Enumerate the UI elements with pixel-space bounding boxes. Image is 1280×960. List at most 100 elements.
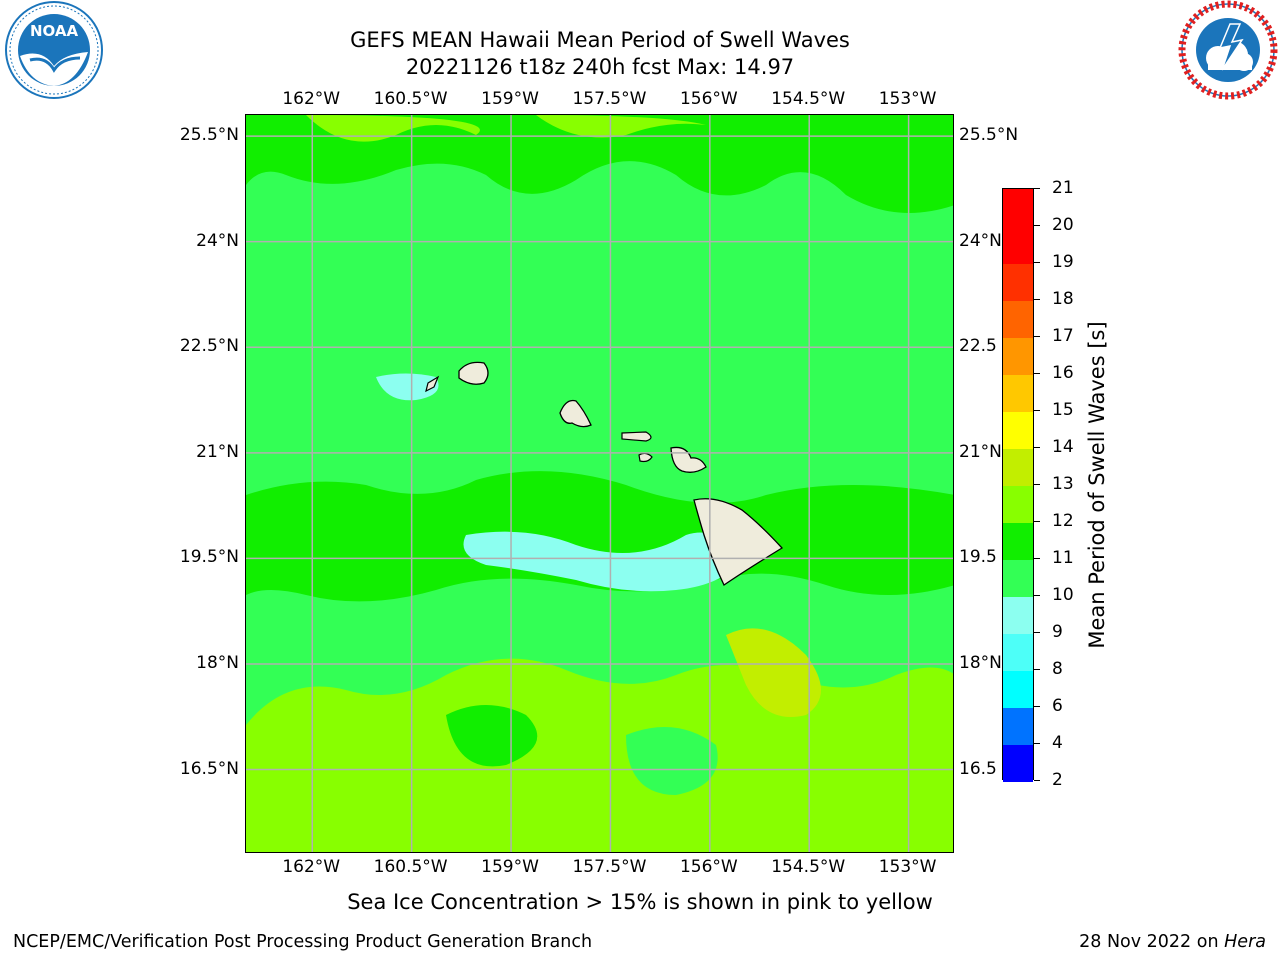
colorbar-tick-mark-13 [1034, 299, 1040, 300]
island-maui [670, 446, 707, 473]
footer-credit: NCEP/EMC/Verification Post Processing Pr… [13, 932, 593, 952]
colorbar-segment-4 [1003, 596, 1033, 634]
lon-tick-bottom-6: 153°W [878, 857, 937, 877]
lat-tick-left-2: 22.5°N [179, 336, 239, 357]
colorbar-tick-label-4: 9 [1052, 622, 1063, 642]
colorbar-tick-mark-6 [1034, 558, 1040, 559]
lon-tick-top-6: 153°W [878, 89, 937, 109]
colorbar-tick-mark-15 [1034, 225, 1040, 226]
lat-tick-right-3: 21°N [959, 441, 1002, 462]
colorbar-tick-label-16: 21 [1052, 178, 1074, 198]
lon-tick-bottom-2: 159°W [481, 857, 539, 877]
colorbar-tick-mark-14 [1034, 262, 1040, 263]
lon-tick-top-2: 159°W [481, 89, 539, 109]
colorbar-tick-mark-12 [1034, 336, 1040, 337]
lon-tick-top-3: 157.5°W [572, 89, 647, 109]
colorbar-tick-label-11: 16 [1052, 363, 1074, 383]
lat-tick-right-2: 22.5 [959, 336, 997, 357]
colorbar-segment-15 [1003, 189, 1033, 227]
colorbar-tick-mark-11 [1034, 373, 1040, 374]
island-kauai [458, 361, 489, 385]
chart-subtitle: 20221126 t18z 240h fcst Max: 14.97 [405, 55, 795, 79]
colorbar-segment-3 [1003, 633, 1033, 671]
lon-tick-bottom-3: 157.5°W [572, 857, 647, 877]
field-13s-north-b [536, 115, 706, 138]
colorbar-segment-13 [1003, 263, 1033, 301]
lat-tick-right-0: 25.5°N [959, 125, 1019, 146]
colorbar [1002, 188, 1034, 782]
colorbar-tick-mark-2 [1034, 706, 1040, 707]
colorbar-segment-8 [1003, 448, 1033, 486]
colorbar-tick-label-12: 17 [1052, 326, 1074, 346]
lat-tick-left-5: 18°N [196, 652, 239, 673]
colorbar-tick-mark-5 [1034, 595, 1040, 596]
island-hawaii [693, 498, 784, 586]
svg-text:NOAA: NOAA [30, 22, 79, 40]
colorbar-tick-label-3: 8 [1052, 659, 1063, 679]
colorbar-tick-mark-4 [1034, 632, 1040, 633]
colorbar-tick-label-9: 14 [1052, 437, 1074, 457]
field-14s-south-tongue [726, 628, 821, 717]
colorbar-tick-label-15: 20 [1052, 215, 1074, 235]
lon-tick-top-4: 156°W [679, 89, 738, 109]
lat-tick-right-1: 24°N [959, 230, 1002, 251]
colorbar-tick-label-7: 12 [1052, 511, 1074, 531]
island-molokai [621, 431, 652, 442]
colorbar-tick-label-8: 13 [1052, 474, 1074, 494]
island-niihau [425, 375, 440, 393]
colorbar-tick-mark-16 [1034, 188, 1040, 189]
nws-logo-icon [1178, 0, 1278, 100]
colorbar-segment-7 [1003, 485, 1033, 523]
lon-tick-bottom-0: 162°W [282, 857, 341, 877]
field-11s-south-patch-b [626, 727, 718, 795]
chart-title: GEFS MEAN Hawaii Mean Period of Swell Wa… [350, 28, 850, 52]
lat-tick-left-6: 16.5°N [179, 758, 239, 779]
colorbar-tick-label-13: 18 [1052, 289, 1074, 309]
colorbar-tick-mark-3 [1034, 669, 1040, 670]
colorbar-tick-mark-1 [1034, 743, 1040, 744]
colorbar-tick-label-1: 4 [1052, 733, 1063, 753]
field-12s-north [246, 115, 953, 213]
lat-tick-left-1: 24°N [196, 230, 239, 251]
colorbar-tick-label-2: 6 [1052, 696, 1063, 716]
noaa-logo-icon: NOAA [5, 1, 103, 99]
colorbar-segment-11 [1003, 337, 1033, 375]
footer-date: 28 Nov 2022 on Hera [1079, 932, 1266, 952]
lat-tick-right-4: 19.5 [959, 547, 997, 568]
colorbar-tick-label-6: 11 [1052, 548, 1074, 568]
colorbar-tick-mark-10 [1034, 410, 1040, 411]
island-oahu [559, 399, 592, 428]
map-panel [245, 114, 954, 853]
lat-tick-left-0: 25.5°N [179, 125, 239, 146]
colorbar-tick-mark-0 [1034, 780, 1040, 781]
lon-tick-top-0: 162°W [282, 89, 341, 109]
field-12s-south-patch-a [446, 705, 538, 767]
colorbar-segment-1 [1003, 707, 1033, 745]
lat-tick-right-5: 18°N [959, 652, 1002, 673]
colorbar-tick-mark-7 [1034, 521, 1040, 522]
colorbar-tick-label-0: 2 [1052, 770, 1063, 790]
colorbar-tick-mark-9 [1034, 447, 1040, 448]
colorbar-segment-2 [1003, 670, 1033, 708]
lon-tick-top-1: 160.5°W [373, 89, 448, 109]
colorbar-segment-9 [1003, 411, 1033, 449]
field-10s-kauai-lee [376, 373, 439, 401]
footer-host: Hera [1224, 932, 1266, 952]
lon-tick-bottom-4: 156°W [679, 857, 738, 877]
field-12s-central [246, 471, 953, 602]
caption: Sea Ice Concentration > 15% is shown in … [347, 890, 933, 914]
colorbar-tick-label-14: 19 [1052, 252, 1074, 272]
colorbar-tick-label-10: 15 [1052, 400, 1074, 420]
lon-tick-top-5: 154.5°W [771, 89, 846, 109]
lat-tick-left-3: 21°N [196, 441, 239, 462]
lat-tick-left-4: 19.5°N [179, 547, 239, 568]
colorbar-segment-12 [1003, 300, 1033, 338]
colorbar-segment-5 [1003, 559, 1033, 597]
lon-tick-bottom-5: 154.5°W [771, 857, 846, 877]
field-13s-north-a [306, 115, 480, 142]
colorbar-segment-6 [1003, 522, 1033, 560]
lat-tick-right-6: 16.5 [959, 758, 997, 779]
colorbar-segment-0 [1003, 744, 1033, 782]
colorbar-tick-mark-8 [1034, 484, 1040, 485]
field-10s-central-band [463, 531, 746, 592]
